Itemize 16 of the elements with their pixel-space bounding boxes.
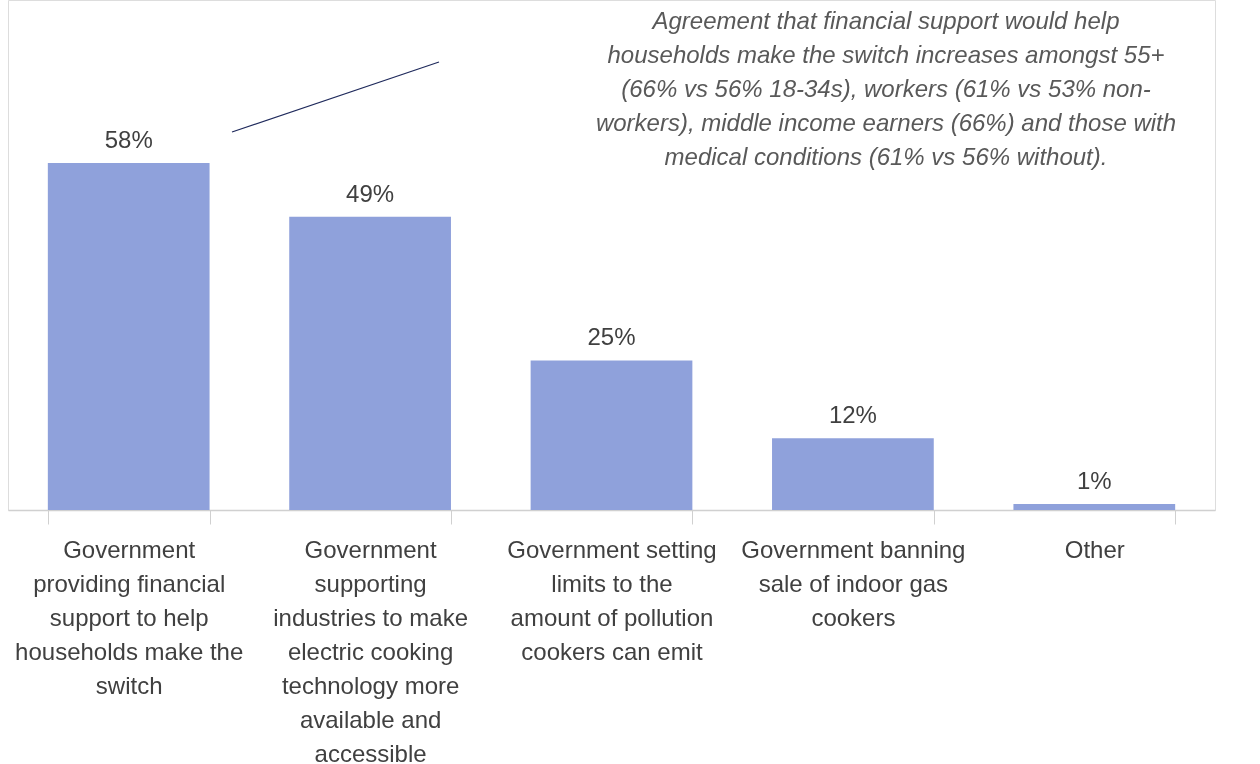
data-label: 1% xyxy=(1076,467,1112,495)
data-label: 58% xyxy=(104,126,153,153)
bar xyxy=(289,216,451,510)
x-tick-label: Government setting limits to the amount of pollution cookers can emit xyxy=(507,535,717,665)
x-tick-label: Government providing financial support to help households make the switch xyxy=(15,535,244,699)
annotation: Agreement that financial support would help households make the switch increases amongst 55+ (66% vs 56% 18-34s), workers (61% vs 53% non-workers), middle income earners (66%) and those with medical conditions (61% vs 56% without). xyxy=(595,7,1177,170)
bar xyxy=(772,438,934,510)
x-tick-label: Government banning sale of indoor gas cookers xyxy=(741,535,966,631)
bar xyxy=(47,163,210,510)
x-tick-label: Other xyxy=(1064,535,1125,563)
data-label: 12% xyxy=(828,401,877,429)
data-label: 25% xyxy=(587,323,636,351)
bar xyxy=(1013,504,1176,510)
bar xyxy=(530,360,693,510)
data-label: 49% xyxy=(346,179,395,207)
x-tick-label: Government supporting industries to make electric cooking technology more available and accessible xyxy=(273,535,468,764)
